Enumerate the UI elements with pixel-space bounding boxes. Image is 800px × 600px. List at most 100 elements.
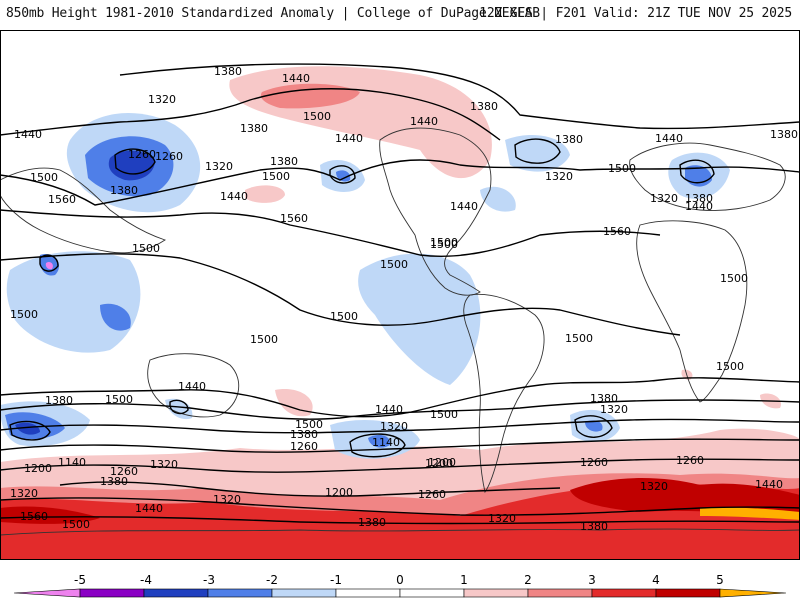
contour-label: 1500	[430, 408, 458, 421]
contour-1440-south	[0, 399, 800, 420]
contour-1320-south	[0, 438, 800, 453]
model-valid-time: 12Z GFS | F201 Valid: 21Z TUE NOV 25 202…	[479, 6, 792, 21]
contour-label: 1200	[325, 486, 353, 499]
contour-label-layer: 1380 1440 1500 1320 1260 1380 1440 1380 …	[10, 65, 798, 533]
contour-label: 1260	[155, 150, 183, 163]
contour-label: 1200	[425, 457, 453, 470]
contour-1200-south	[59, 481, 561, 497]
colorbar-segment	[463, 588, 529, 598]
contour-label: 1500	[10, 308, 38, 321]
contour-1260-south	[0, 458, 800, 473]
contour-1380-north	[119, 63, 800, 130]
anom-neg2-kamchatka	[336, 170, 351, 182]
contour-label: 1500	[62, 518, 90, 531]
contour-label: 1320	[488, 512, 516, 525]
contour-label: 1380	[770, 128, 798, 141]
continent-outlines	[0, 127, 800, 536]
contour-label: 1500	[716, 360, 744, 373]
contour-label: 1500	[303, 110, 331, 123]
contour-label: 1440	[450, 200, 478, 213]
anom-pos-arctic-core	[260, 83, 360, 109]
contour-label: 1380	[580, 520, 608, 533]
contour-label: 1380	[110, 184, 138, 197]
contour-1500-south	[0, 377, 800, 418]
colorbar-segments	[13, 588, 787, 598]
contour-label: 1500	[250, 333, 278, 346]
contour-label: 1380	[470, 100, 498, 113]
contour-label: 1560	[48, 193, 76, 206]
contour-label: 1500	[132, 242, 160, 255]
contour-1440-north	[0, 88, 501, 141]
contour-1500-north	[0, 159, 800, 206]
contour-label: 1440	[178, 380, 206, 393]
contour-label: 1500	[430, 238, 458, 251]
contour-label: 1440	[755, 478, 783, 491]
colorbar-segment	[335, 588, 401, 598]
contour-label: 1140	[372, 436, 400, 449]
colorbar-tick: 3	[588, 573, 596, 587]
colorbar-ticks: -5 -4 -3 -2 -1 0 1 2 3 4 5	[74, 573, 724, 587]
contour-label: 1440	[410, 115, 438, 128]
contour-label: 1320	[650, 192, 678, 205]
contour-label: 1260	[418, 488, 446, 501]
contour-label: 1500	[380, 258, 408, 271]
contour-1380-antarctic	[0, 516, 800, 525]
anom-neg3-southern-left	[15, 422, 40, 435]
colorbar-tick: -2	[266, 573, 278, 587]
contour-label: 1500	[720, 272, 748, 285]
contour-label: 1260	[580, 456, 608, 469]
colorbar-tick: -1	[330, 573, 342, 587]
contour-low-indonesia	[39, 254, 59, 272]
colorbar-segment	[271, 588, 337, 598]
contour-label: 1320	[148, 93, 176, 106]
africa-outline	[636, 220, 748, 403]
colorbar-segment	[527, 588, 593, 598]
contour-1560-north	[0, 209, 661, 257]
anom-neg5-indonesia	[45, 261, 53, 270]
north-america-outline	[379, 127, 492, 296]
contour-label: 1320	[10, 487, 38, 500]
antarctica-outline	[0, 528, 800, 536]
colorbar-tick: -5	[74, 573, 86, 587]
contour-label: 1320	[213, 493, 241, 506]
contour-label: 1440	[14, 128, 42, 141]
contour-label: 1500	[608, 162, 636, 175]
contour-low-kamchatka	[329, 165, 356, 184]
contour-label: 1320	[205, 160, 233, 173]
anom-neg2-indonesia-b	[100, 303, 131, 331]
colorbar-segment	[591, 588, 657, 598]
contour-label: 1260	[110, 465, 138, 478]
south-america-outline	[463, 293, 545, 494]
contour-label: 1380	[240, 122, 268, 135]
contour-label: 1200	[428, 456, 456, 469]
contour-label: 1380	[45, 394, 73, 407]
contour-low-south-pac	[349, 433, 406, 458]
negative-anomaly-shading	[0, 113, 730, 459]
colorbar-segment	[399, 588, 465, 598]
contour-label: 1380	[290, 428, 318, 441]
anom-neg1-indonesia	[6, 251, 141, 353]
colorbar-tick: 1	[460, 573, 468, 587]
colorbar-segment	[79, 588, 145, 598]
contour-label: 1380	[555, 133, 583, 146]
anom-pos-south-pac	[275, 389, 313, 417]
height-contours	[0, 63, 800, 525]
anom-neg3-east-asia	[108, 150, 155, 181]
contour-label: 1500	[262, 170, 290, 183]
contour-label: 1320	[545, 170, 573, 183]
contour-label: 1380	[590, 392, 618, 405]
contour-low-atlantic	[514, 138, 561, 164]
anom-neg2-south-pac	[368, 434, 391, 448]
colorbar-segment	[655, 588, 721, 598]
contour-label: 1500	[330, 310, 358, 323]
contour-label: 1440	[375, 403, 403, 416]
contour-label: 1440	[685, 200, 713, 213]
map-title: 850mb Height 1981-2010 Standardized Anom…	[6, 6, 540, 21]
contour-label: 1440	[655, 132, 683, 145]
colorbar-segment	[719, 588, 787, 598]
colorbar-segment	[143, 588, 209, 598]
contour-low-aus	[169, 399, 189, 415]
contour-label: 1500	[565, 332, 593, 345]
contour-label: 1380	[270, 155, 298, 168]
contour-label: 1500	[430, 236, 458, 249]
